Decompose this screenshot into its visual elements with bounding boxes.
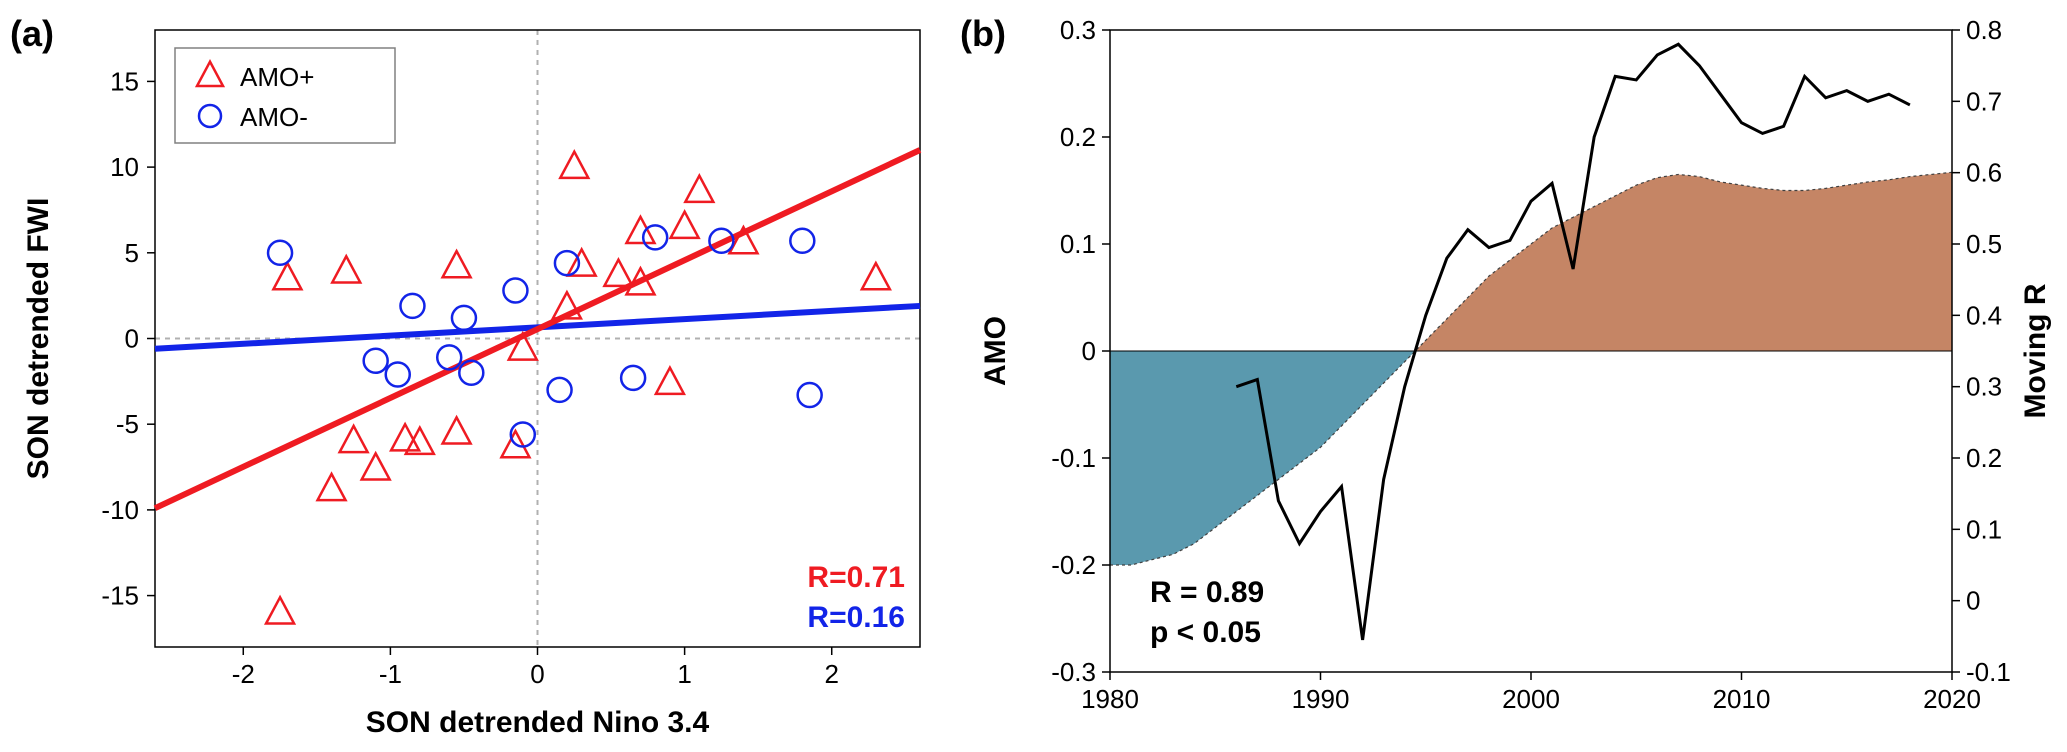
svg-text:Moving R: Moving R [2019,283,2052,418]
svg-text:0.7: 0.7 [1966,86,2002,116]
panel-a: (a)-2-1012-15-10-5051015SON detrended Ni… [0,0,950,752]
svg-text:0: 0 [530,659,544,689]
svg-text:SON detrended Nino 3.4: SON detrended Nino 3.4 [366,706,710,739]
panel-b: (b) 1980 1990 2000 2010 2020 -0.3 -0.2 -0.1 0 0.1 0… [950,0,2067,752]
svg-text:-0.3: -0.3 [1051,657,1096,687]
svg-text:-5: -5 [116,409,139,439]
svg-text:5: 5 [125,238,139,268]
svg-text:R = 0.89: R = 0.89 [1150,576,1264,609]
timeseries-plot-b: (b) 1980 1990 2000 2010 2020 -0.3 -0.2 -0.1 0 0.1 0… [950,0,2067,752]
svg-text:0.3: 0.3 [1966,372,2002,402]
svg-text:-10: -10 [101,495,139,525]
svg-text:0.1: 0.1 [1966,514,2002,544]
svg-text:10: 10 [110,152,139,182]
svg-text:1: 1 [677,659,691,689]
svg-text:0.5: 0.5 [1966,229,2002,259]
svg-text:-0.2: -0.2 [1051,550,1096,580]
svg-text:-0.1: -0.1 [1966,657,2011,687]
svg-text:0: 0 [1082,336,1096,366]
svg-text:0: 0 [125,324,139,354]
svg-text:2020: 2020 [1923,684,1981,714]
svg-text:SON detrended FWI: SON detrended FWI [22,198,55,480]
svg-text:R=0.71: R=0.71 [807,561,905,594]
svg-text:0.2: 0.2 [1060,122,1096,152]
svg-text:AMO-: AMO- [240,102,308,132]
scatter-plot-a: (a)-2-1012-15-10-5051015SON detrended Ni… [0,0,950,752]
svg-text:0.8: 0.8 [1966,15,2002,45]
svg-text:0.6: 0.6 [1966,158,2002,188]
svg-text:AMO+: AMO+ [240,62,314,92]
svg-text:0.4: 0.4 [1966,300,2002,330]
svg-text:1980: 1980 [1081,684,1139,714]
svg-text:R=0.16: R=0.16 [807,601,905,634]
svg-text:-1: -1 [379,659,402,689]
svg-text:15: 15 [110,66,139,96]
svg-text:2: 2 [824,659,838,689]
svg-text:AMO: AMO [979,316,1012,386]
svg-text:0.1: 0.1 [1060,229,1096,259]
svg-text:-15: -15 [101,581,139,611]
figure-container: (a)-2-1012-15-10-5051015SON detrended Ni… [0,0,2067,752]
svg-text:2000: 2000 [1502,684,1560,714]
svg-text:-0.1: -0.1 [1051,443,1096,473]
svg-text:(b): (b) [960,13,1006,54]
svg-text:(a): (a) [10,13,54,54]
svg-text:-2: -2 [232,659,255,689]
svg-text:0.2: 0.2 [1966,443,2002,473]
svg-text:2010: 2010 [1713,684,1771,714]
svg-text:0: 0 [1966,586,1980,616]
svg-text:0.3: 0.3 [1060,15,1096,45]
svg-text:p < 0.05: p < 0.05 [1150,616,1261,649]
svg-text:1990: 1990 [1292,684,1350,714]
